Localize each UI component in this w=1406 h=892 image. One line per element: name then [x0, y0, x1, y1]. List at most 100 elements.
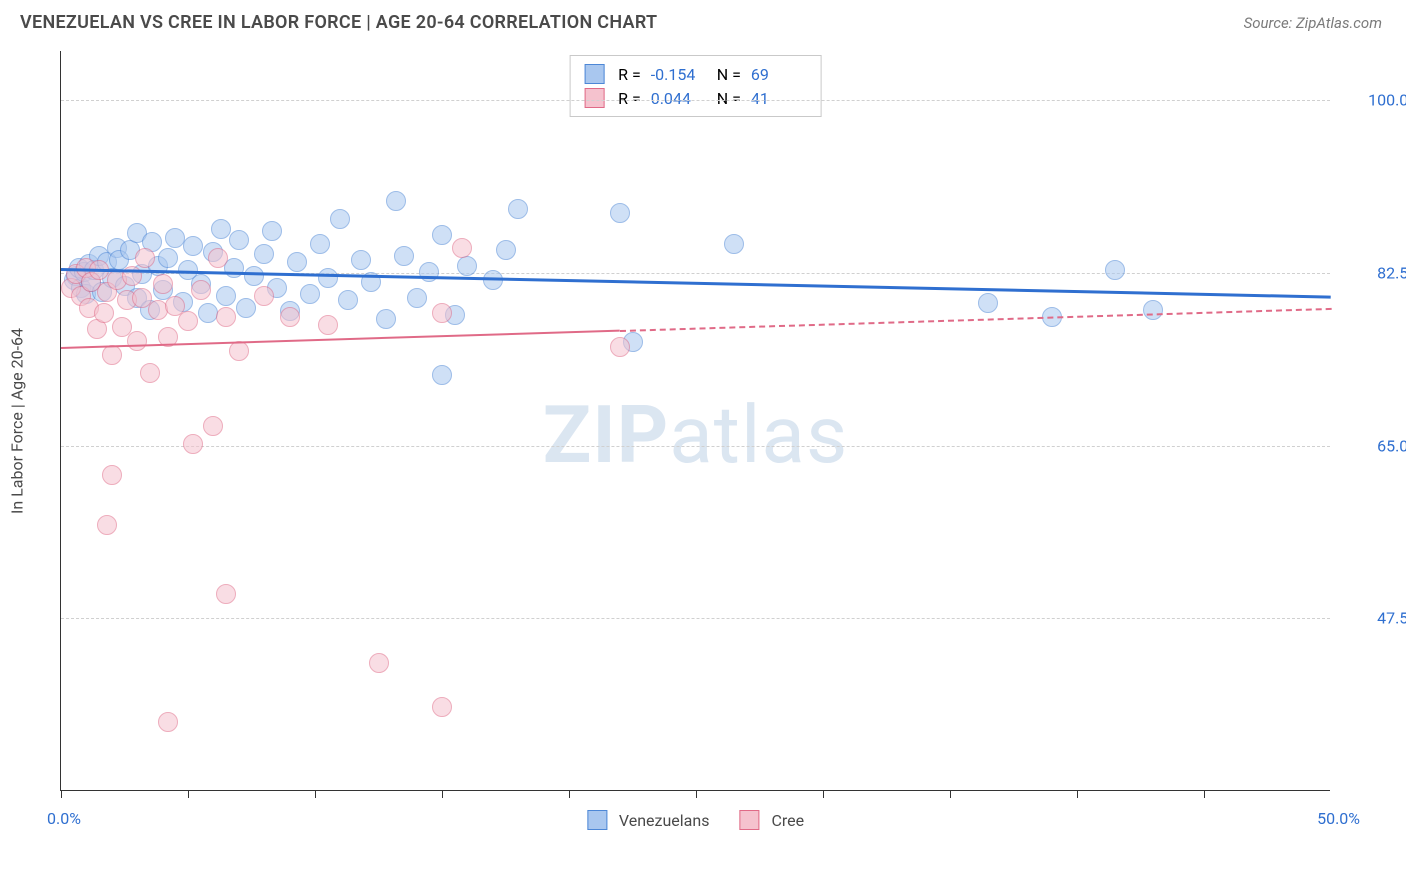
- legend-swatch: [584, 88, 604, 108]
- data-point: [330, 209, 350, 229]
- legend-stat-row: R = -0.154 N = 69: [584, 62, 807, 86]
- x-tick: [442, 790, 443, 798]
- gridline: [61, 618, 1330, 619]
- data-point: [262, 221, 282, 241]
- data-point: [203, 416, 223, 436]
- data-point: [135, 248, 155, 268]
- data-point: [978, 293, 998, 313]
- x-tick: [188, 790, 189, 798]
- legend-r-value: -0.154: [651, 65, 707, 84]
- source-text: Source: ZipAtlas.com: [1244, 14, 1382, 32]
- x-tick: [315, 790, 316, 798]
- legend-item: Venezuelans: [587, 810, 710, 830]
- plot-area: ZIPatlas R = -0.154 N = 69 R = 0.044 N = 41…: [60, 51, 1330, 791]
- data-point: [1143, 300, 1163, 320]
- data-point: [97, 515, 117, 535]
- legend-swatch: [587, 810, 607, 830]
- data-point: [183, 434, 203, 454]
- y-tick-label: 47.5%: [1340, 609, 1406, 628]
- data-point: [376, 309, 396, 329]
- legend-label: Cree: [771, 811, 804, 830]
- data-point: [452, 238, 472, 258]
- legend-stat-row: R = 0.044 N = 41: [584, 86, 807, 110]
- legend-r-label: R =: [618, 65, 641, 84]
- data-point: [102, 345, 122, 365]
- legend-swatch: [584, 64, 604, 84]
- legend-n-value: 41: [751, 89, 807, 108]
- legend-n-value: 69: [751, 65, 807, 84]
- data-point: [216, 584, 236, 604]
- data-point: [432, 697, 452, 717]
- legend-n-label: N =: [717, 89, 741, 108]
- gridline: [61, 100, 1330, 101]
- chart-container: ZIPatlas R = -0.154 N = 69 R = 0.044 N = 41…: [60, 51, 1376, 791]
- data-point: [191, 280, 211, 300]
- data-point: [158, 712, 178, 732]
- data-point: [318, 315, 338, 335]
- x-tick: [569, 790, 570, 798]
- data-point: [386, 191, 406, 211]
- data-point: [244, 266, 264, 286]
- data-point: [254, 244, 274, 264]
- data-point: [287, 252, 307, 272]
- data-point: [127, 331, 147, 351]
- data-point: [216, 307, 236, 327]
- data-point: [318, 268, 338, 288]
- x-tick: [1077, 790, 1078, 798]
- data-point: [229, 341, 249, 361]
- x-tick: [696, 790, 697, 798]
- data-point: [229, 230, 249, 250]
- data-point: [351, 250, 371, 270]
- data-point: [178, 311, 198, 331]
- data-point: [158, 248, 178, 268]
- data-point: [310, 234, 330, 254]
- data-point: [407, 288, 427, 308]
- data-point: [140, 363, 160, 383]
- legend-r-value: 0.044: [651, 89, 707, 108]
- data-point: [338, 290, 358, 310]
- x-axis-max-label: 50.0%: [1317, 809, 1360, 828]
- regression-line: [620, 308, 1331, 332]
- correlation-legend: R = -0.154 N = 69 R = 0.044 N = 41: [569, 55, 822, 117]
- data-point: [183, 236, 203, 256]
- legend-r-label: R =: [618, 89, 641, 108]
- x-tick: [1204, 790, 1205, 798]
- legend-label: Venezuelans: [619, 811, 710, 830]
- data-point: [610, 337, 630, 357]
- x-tick: [823, 790, 824, 798]
- x-tick: [950, 790, 951, 798]
- data-point: [208, 248, 228, 268]
- data-point: [457, 256, 477, 276]
- data-point: [432, 303, 452, 323]
- data-point: [102, 465, 122, 485]
- data-point: [216, 286, 236, 306]
- data-point: [94, 303, 114, 323]
- header: VENEZUELAN VS CREE IN LABOR FORCE | AGE …: [0, 0, 1406, 41]
- legend-item: Cree: [739, 810, 804, 830]
- watermark: ZIPatlas: [543, 388, 848, 482]
- legend-n-label: N =: [717, 65, 741, 84]
- data-point: [254, 286, 274, 306]
- y-axis-label: In Labor Force | Age 20-64: [8, 327, 27, 513]
- y-tick-label: 100.0%: [1340, 91, 1406, 110]
- data-point: [1105, 260, 1125, 280]
- data-point: [508, 199, 528, 219]
- data-point: [496, 240, 516, 260]
- series-legend: Venezuelans Cree: [587, 810, 804, 830]
- data-point: [724, 234, 744, 254]
- data-point: [280, 307, 300, 327]
- y-tick-label: 82.5%: [1340, 264, 1406, 283]
- x-axis-min-label: 0.0%: [47, 809, 81, 828]
- data-point: [610, 203, 630, 223]
- data-point: [198, 303, 218, 323]
- legend-swatch: [739, 810, 759, 830]
- data-point: [300, 284, 320, 304]
- data-point: [236, 298, 256, 318]
- data-point: [153, 274, 173, 294]
- data-point: [432, 225, 452, 245]
- y-tick-label: 65.0%: [1340, 436, 1406, 455]
- data-point: [211, 219, 231, 239]
- x-tick: [61, 790, 62, 798]
- data-point: [394, 246, 414, 266]
- gridline: [61, 446, 1330, 447]
